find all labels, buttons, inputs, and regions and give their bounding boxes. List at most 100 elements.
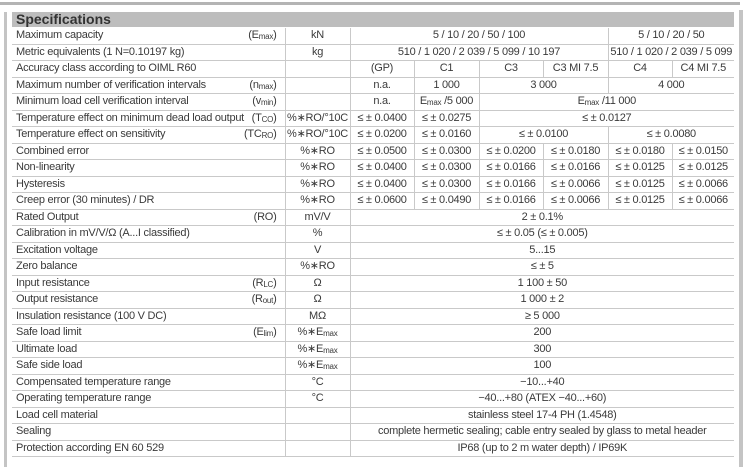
spec-row: Temperature effect on minimum dead load … [12, 110, 735, 127]
frame-left-border [4, 12, 7, 467]
spec-label-text: Metric equivalents (1 N=0.10197 kg) [16, 45, 185, 58]
spec-row: Ultimate load %∗Emax 300 [12, 341, 735, 358]
spec-value: ≤ ± 0.0100 [478, 126, 608, 144]
spec-value: ≥ 5 000 [349, 308, 735, 325]
spec-row: Sealing complete hermetic sealing; cable … [12, 423, 735, 441]
spec-unit: °C [284, 374, 350, 391]
value-base: E [256, 326, 264, 338]
spec-unit: %∗Emax [284, 357, 350, 375]
spec-value: ≤ ± 0.0400 [349, 176, 414, 193]
spec-label-text: Accuracy class according to OIML R60 [16, 62, 197, 75]
spec-label-text: Temperature effect on minimum dead load … [16, 111, 244, 124]
spec-value: ≤ ± 0.0160 [413, 126, 479, 144]
spec-symbol: (vmin) [252, 95, 277, 107]
spec-label: Temperature effect on minimum dead load … [12, 110, 285, 127]
spec-value: ≤ ± 0.0490 [413, 192, 479, 210]
value-subscript: lim [263, 329, 274, 338]
value-base: E [577, 95, 585, 108]
spec-label: Excitation voltage [12, 242, 285, 259]
spec-label-text: Load cell material [16, 408, 98, 421]
spec-value: 300 [349, 341, 735, 358]
spec-label: Compensated temperature range [12, 374, 285, 391]
spec-value: C4 MI 7.5 [671, 60, 735, 78]
spec-unit [284, 407, 350, 424]
spec-row: Combined error %∗RO ≤ ± 0.0500 ≤ ± 0.0300 ≤ … [12, 143, 735, 160]
value-subscript: max [584, 98, 600, 108]
spec-row: Input resistance (RLC) Ω 1 100 ± 50 [12, 275, 735, 292]
spec-label: Load cell material [12, 407, 285, 424]
spec-label-text: Sealing [16, 425, 51, 438]
spec-label: Sealing [12, 423, 285, 441]
spec-value: n.a. [349, 93, 414, 111]
spec-unit: %∗RO [284, 176, 350, 193]
spec-unit: % [284, 225, 350, 243]
spec-row: Temperature effect on sensitivity (TCRO)%… [12, 126, 735, 144]
spec-value: ≤ ± 0.0166 [478, 192, 543, 210]
spec-label: Zero balance [12, 258, 285, 276]
spec-unit: Ω [284, 291, 350, 309]
spec-label: Safe load limit (Elim) [12, 324, 285, 342]
spec-row: Compensated temperature range °C −10...+40 [12, 374, 735, 391]
spec-unit: °C [284, 390, 350, 408]
spec-unit: V [284, 242, 350, 259]
spec-row: Non-linearity %∗RO ≤ ± 0.0400 ≤ ± 0.0300 ≤ ±… [12, 159, 735, 177]
spec-unit: %∗RO [284, 258, 350, 276]
spec-unit: %∗RO/°10C [284, 126, 350, 144]
spec-label: Minimum load cell verification interval (… [12, 93, 285, 111]
spec-unit: %∗RO [284, 192, 350, 210]
spec-unit [284, 423, 350, 441]
spec-unit [284, 440, 350, 457]
spec-value: ≤ ± 0.0400 [349, 159, 414, 177]
spec-unit: %∗Emax [284, 324, 350, 342]
spec-unit [284, 93, 350, 111]
spec-row: Metric equivalents (1 N=0.10197 kg) kg 510… [12, 44, 735, 61]
value-base: %∗E [297, 342, 324, 355]
spec-row: Load cell material stainless steel 17-4 P… [12, 407, 735, 424]
spec-unit [284, 60, 350, 78]
spec-label: Maximum capacity (Emax) [12, 27, 285, 45]
spec-row: Protection according EN 60 529 IP68 (up t… [12, 440, 735, 457]
spec-label-text: Combined error [16, 144, 89, 157]
spec-value: ≤ ± 0.0066 [671, 176, 735, 193]
spec-label-text: Maximum capacity [16, 29, 104, 42]
value-base: E [251, 29, 259, 41]
spec-label: Output resistance (Rout) [12, 291, 285, 309]
spec-unit: %∗RO/°10C [284, 110, 350, 127]
spec-value: ≤ ± 5 [349, 258, 735, 276]
spec-label: Input resistance (RLC) [12, 275, 285, 292]
spec-label: Hysteresis [12, 176, 285, 193]
spec-value: C1 [413, 60, 479, 78]
spec-label-text: Compensated temperature range [16, 375, 171, 388]
spec-value: 2 ± 0.1% [349, 209, 735, 226]
value-base: n [252, 78, 259, 91]
spec-unit: MΩ [284, 308, 350, 325]
spec-label: Accuracy class according to OIML R60 [12, 60, 285, 78]
spec-row: Maximum number of verification intervals… [12, 77, 735, 94]
value-base: E [419, 95, 427, 108]
spec-row: Maximum capacity (Emax) kN 5 / 10 / 20 / 50… [12, 27, 735, 45]
spec-value: ≤ ± 0.0125 [607, 192, 672, 210]
value-subscript: max [426, 98, 442, 108]
spec-value: 510 / 1 020 / 2 039 / 5 099 / 10 197 [349, 44, 608, 61]
spec-value: C3 MI 7.5 [542, 60, 608, 78]
spec-value: ≤ ± 0.0400 [349, 110, 414, 127]
spec-label-text: Creep error (30 minutes) / DR [16, 194, 155, 207]
value-base: RO [257, 210, 274, 223]
value-base: %∗E [297, 326, 324, 339]
spec-value: 4 000 [607, 77, 735, 94]
spec-row: Minimum load cell verification interval (… [12, 93, 735, 111]
spec-value: ≤ ± 0.0125 [671, 159, 735, 177]
spec-value: 1 100 ± 50 [349, 275, 735, 292]
value-subscript: LC [263, 279, 274, 289]
spec-unit: kN [284, 27, 350, 45]
spec-unit: %∗RO [284, 159, 350, 177]
spec-symbol: (RLC) [252, 276, 277, 289]
spec-symbol: (TCO) [251, 111, 277, 124]
value-base: v [255, 95, 262, 107]
spec-symbol: (nmax) [249, 78, 277, 91]
spec-label: Maximum number of verification intervals… [12, 77, 285, 94]
frame-top-rule [0, 2, 740, 5]
spec-row: Safe load limit (Elim) %∗Emax 200 [12, 324, 735, 342]
specifications-table: Specifications Maximum capacity (Emax) kN 5… [12, 12, 735, 457]
spec-row: Creep error (30 minutes) / DR %∗RO ≤ ± 0.0… [12, 192, 735, 210]
